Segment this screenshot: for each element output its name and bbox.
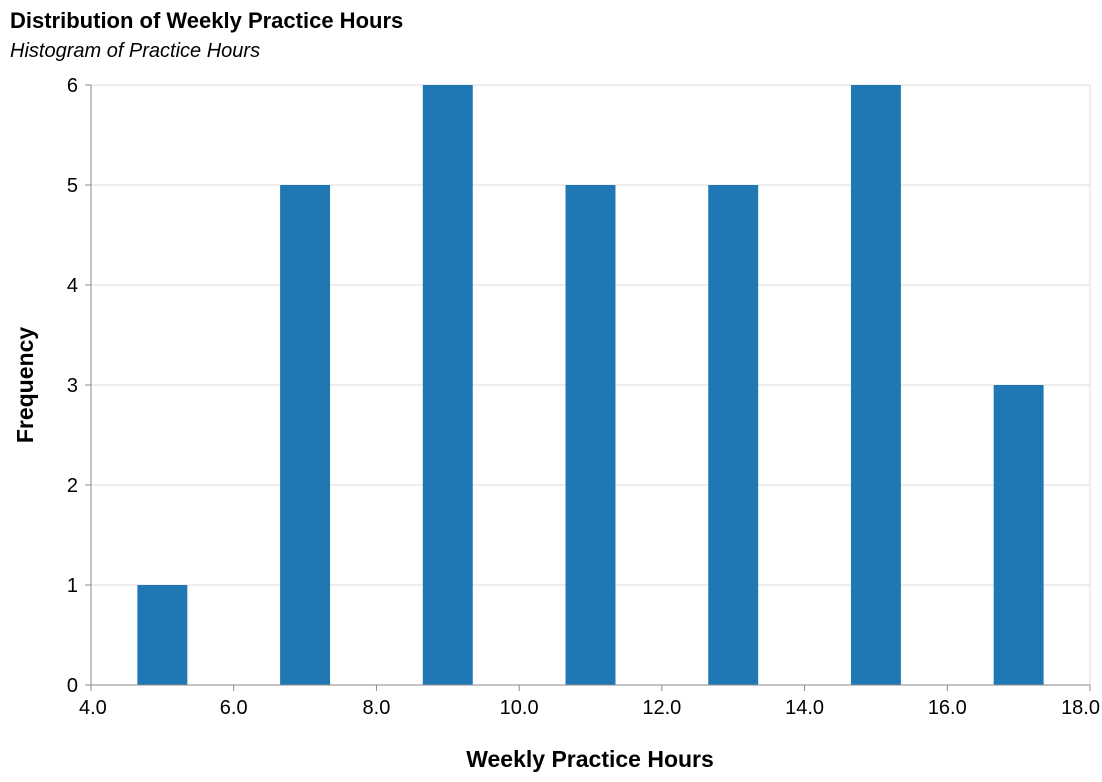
histogram-bar <box>137 585 188 685</box>
y-tick-label: 3 <box>67 375 78 397</box>
x-tick-label: 4.0 <box>79 697 107 719</box>
x-tick-label: 12.0 <box>642 697 681 719</box>
y-tick-label: 2 <box>67 475 78 497</box>
x-tick-label: 14.0 <box>785 697 824 719</box>
y-tick-label: 5 <box>67 175 78 197</box>
bars <box>137 85 1044 685</box>
x-axis-title: Weekly Practice Hours <box>466 746 714 772</box>
x-tick-label: 16.0 <box>928 697 967 719</box>
chart-subtitle: Histogram of Practice Hours <box>10 40 261 62</box>
x-tick-label: 6.0 <box>220 697 248 719</box>
x-tick-label: 10.0 <box>500 697 539 719</box>
histogram-bar <box>565 185 616 685</box>
histogram-bar <box>422 85 473 685</box>
histogram-bar <box>280 185 331 685</box>
y-tick-label: 0 <box>67 675 78 697</box>
histogram-bar <box>708 185 759 685</box>
histogram-bar <box>850 85 901 685</box>
x-tick-label: 8.0 <box>363 697 391 719</box>
y-tick-label: 6 <box>67 75 78 97</box>
y-tick-label: 1 <box>67 575 78 597</box>
y-tick-label: 4 <box>67 275 78 297</box>
x-tick-label: 18.0 <box>1061 697 1100 719</box>
y-axis-title: Frequency <box>12 327 38 444</box>
axes: 0 1 2 3 4 5 6 4.0 6.0 8.0 10.0 12.0 14.0 16.0 18.0 <box>67 75 1100 719</box>
chart-title: Distribution of Weekly Practice Hours <box>10 8 404 33</box>
histogram-bar <box>993 385 1044 685</box>
